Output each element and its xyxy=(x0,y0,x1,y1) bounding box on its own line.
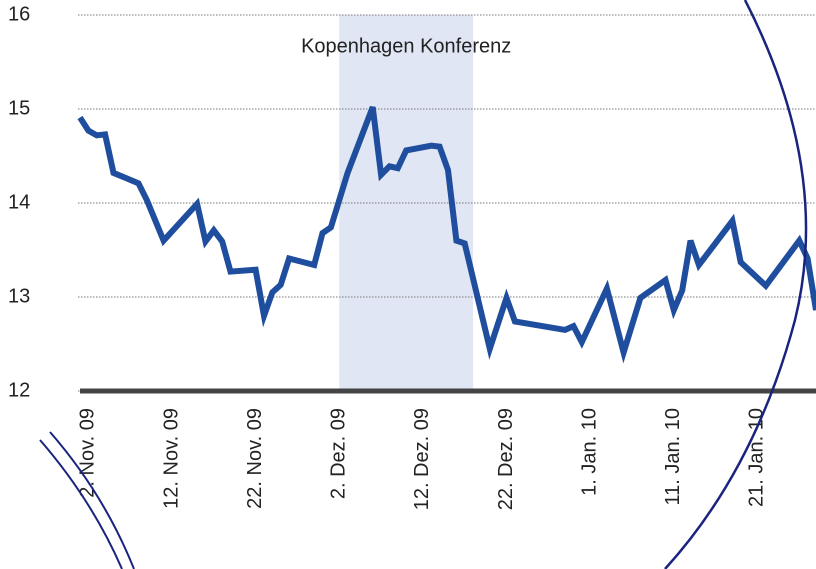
x-tick-label: 12. Dez. 09 xyxy=(411,408,433,510)
x-tick-label: 21. Jan. 10 xyxy=(746,408,768,507)
y-tick-label: 15 xyxy=(8,97,30,119)
foreground-layer: Kopenhagen Konferenz 12 13 14 15 16 2. Nov. 09… xyxy=(8,3,816,510)
annotation-label: Kopenhagen Konferenz xyxy=(301,35,511,57)
x-tick-label: 22. Nov. 09 xyxy=(244,408,266,509)
x-tick-label: 11. Jan. 10 xyxy=(662,408,684,505)
y-tick-label: 16 xyxy=(8,3,30,25)
decor-arc xyxy=(39,439,123,569)
x-tick-label: 12. Nov. 09 xyxy=(160,408,182,509)
x-tick-label: 2. Nov. 09 xyxy=(77,408,99,498)
x-tick-label: 22. Dez. 09 xyxy=(495,408,517,510)
y-tick-label: 12 xyxy=(8,379,30,401)
decor-arc xyxy=(49,431,135,569)
x-tick-label: 2. Dez. 09 xyxy=(328,408,350,499)
x-tick-label: 1. Jan. 10 xyxy=(578,408,600,496)
decor-circle xyxy=(664,0,808,569)
data-line xyxy=(77,106,816,364)
y-tick-label: 13 xyxy=(8,285,30,307)
y-tick-label: 14 xyxy=(8,191,30,213)
background-layer xyxy=(78,14,816,392)
